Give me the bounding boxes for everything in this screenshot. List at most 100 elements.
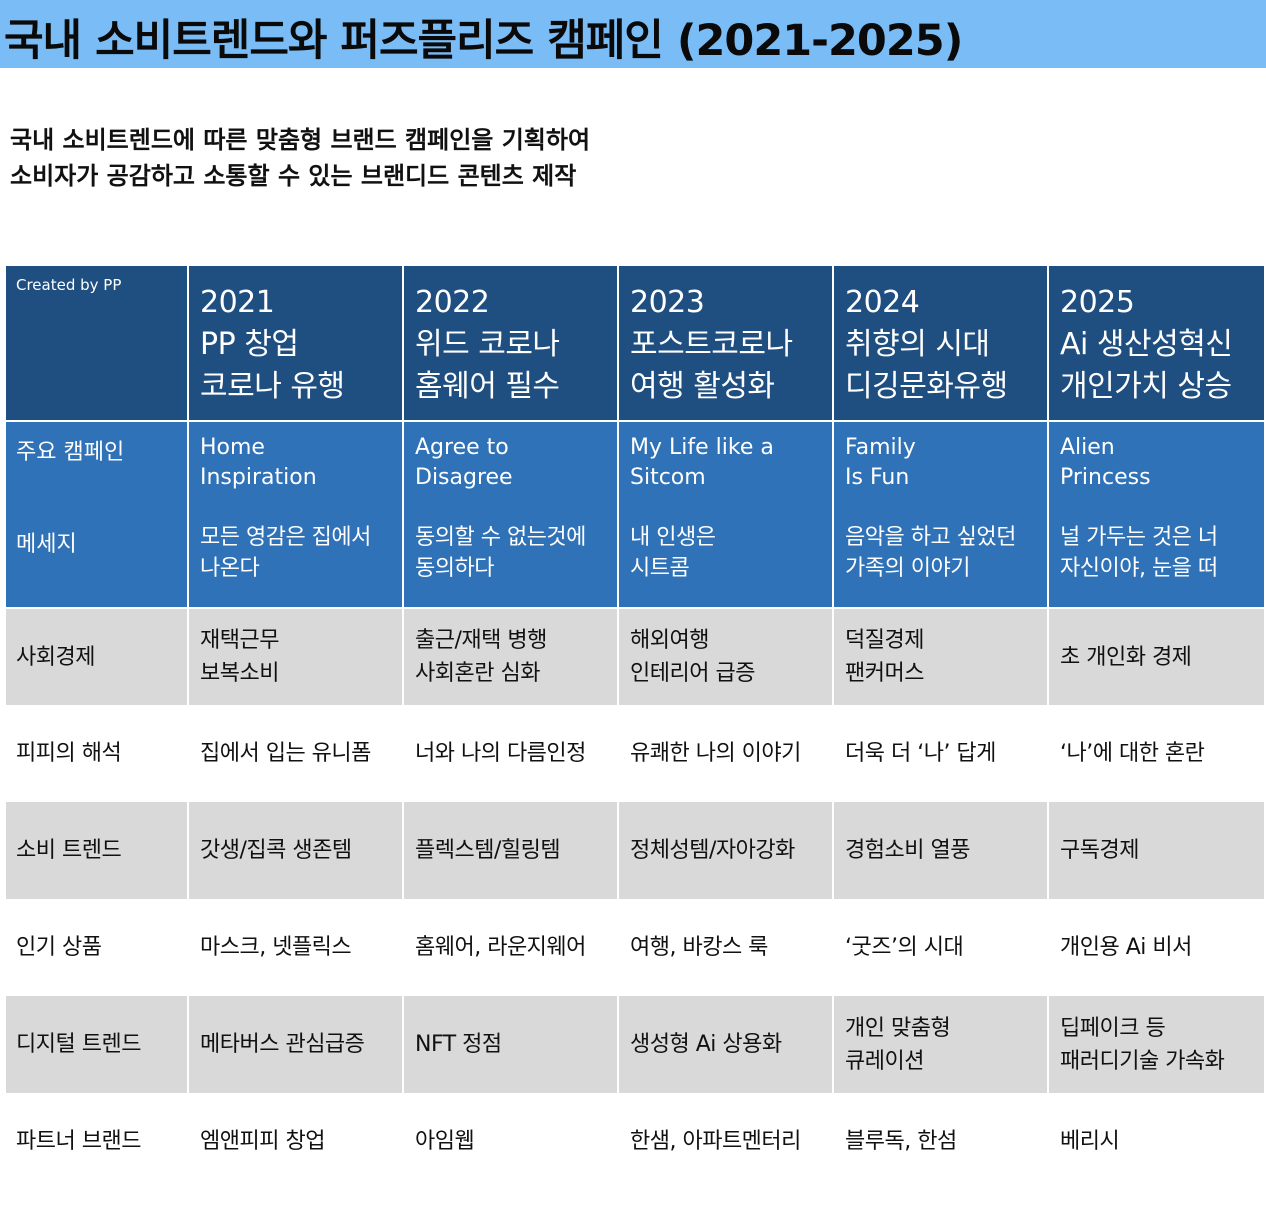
campaign-label: 주요 캠페인 (16, 440, 125, 465)
year-trend: 개인가치 상승 (1060, 369, 1232, 404)
table-cell: 마스크, 넷플릭스 (188, 899, 404, 996)
campaign-message: 널 가두는 것은 너 자신이야, 눈을 떠 (1060, 525, 1218, 581)
table-cell: 개인용 Ai 비서 (1048, 899, 1264, 996)
table-cell: 출근/재택 병행 사회혼란 심화 (403, 608, 619, 705)
table-cell: 딥페이크 등 패러디기술 가속화 (1048, 996, 1264, 1093)
year-header-2021: 2021 PP 창업 코로나 유행 (188, 266, 404, 422)
cell-text: ‘굿즈’의 시대 (845, 935, 964, 960)
cell-text: 마스크, 넷플릭스 (200, 935, 352, 960)
cell-text: 개인 맞춤형 큐레이션 (845, 1015, 951, 1074)
campaign-name: My Life like a Sitcom (630, 435, 774, 490)
row-label-cell: 파트너 브랜드 (6, 1093, 189, 1190)
table-cell: 해외여행 인테리어 급증 (618, 608, 834, 705)
table-cell: ‘굿즈’의 시대 (833, 899, 1049, 996)
row-label-cell: 인기 상품 (6, 899, 189, 996)
table-cell: 블루독, 한섬 (833, 1093, 1049, 1190)
cell-text: 너와 나의 다름인정 (415, 741, 586, 766)
cell-text: 블루독, 한섬 (845, 1129, 957, 1154)
table-row-digital-trend: 디지털 트렌드 메타버스 관심급증 NFT 정점 생성형 Ai 상용화 개인 맞… (6, 996, 1264, 1093)
table-row-popular-products: 인기 상품 마스크, 넷플릭스 홈웨어, 라운지웨어 여행, 바캉스 룩 ‘굿즈… (6, 899, 1264, 996)
row-label-cell: 피피의 해석 (6, 705, 189, 802)
cell-text: 재택근무 보복소비 (200, 628, 279, 686)
cell-text: ‘나’에 대한 혼란 (1060, 741, 1205, 766)
cell-text: 홈웨어, 라운지웨어 (415, 935, 586, 960)
campaign-message: 내 인생은 시트콤 (630, 525, 716, 581)
table-cell: 덕질경제 팬커머스 (833, 608, 1049, 705)
year-trend: 여행 활성화 (630, 369, 775, 404)
table-cell: ‘나’에 대한 혼란 (1048, 705, 1264, 802)
campaign-message: 모든 영감은 집에서 나온다 (200, 525, 371, 581)
cell-text: 초 개인화 경제 (1060, 644, 1192, 670)
table-row-consumer-trend: 소비 트렌드 갓생/집콕 생존템 플렉스템/힐링템 정체성템/자아강화 경험소비… (6, 802, 1264, 899)
cell-text: 더욱 더 ‘나’ 답게 (845, 741, 996, 766)
cell-text: 집에서 입는 유니폼 (200, 741, 371, 766)
row-label: 디지털 트렌드 (16, 1032, 141, 1057)
cell-text: 유쾌한 나의 이야기 (630, 741, 801, 766)
table-cell: 플렉스템/힐링템 (403, 802, 619, 899)
row-label: 인기 상품 (16, 935, 102, 960)
table-cell: 경험소비 열풍 (833, 802, 1049, 899)
campaign-name: Home Inspiration (200, 435, 317, 490)
year-event: PP 창업 (200, 327, 299, 362)
cell-text: 해외여행 인테리어 급증 (630, 628, 755, 686)
page-title: 국내 소비트렌드와 퍼즈플리즈 캠페인 (2021-2025) (4, 16, 963, 66)
cell-text: NFT 정점 (415, 1032, 502, 1057)
table-cell: 홈웨어, 라운지웨어 (403, 899, 619, 996)
table-cell: 구독경제 (1048, 802, 1264, 899)
year-label: 2021 (200, 285, 275, 320)
year-trend: 디깅문화유행 (845, 369, 1008, 404)
year-event: 위드 코로나 (415, 327, 560, 362)
campaign-message: 동의할 수 없는것에 동의하다 (415, 525, 586, 581)
created-by-label: Created by PP (6, 266, 189, 422)
table-row-socioeconomic: 사회경제 재택근무 보복소비 출근/재택 병행 사회혼란 심화 해외여행 인테리… (6, 608, 1264, 705)
year-label: 2024 (845, 285, 920, 320)
campaign-cell: Agree to Disagree 동의할 수 없는것에 동의하다 (403, 421, 619, 609)
cell-text: 구독경제 (1060, 838, 1139, 863)
year-event: Ai 생산성혁신 (1060, 327, 1233, 362)
table-cell: 초 개인화 경제 (1048, 608, 1264, 705)
table-cell: 더욱 더 ‘나’ 답게 (833, 705, 1049, 802)
table-cell: 메타버스 관심급증 (188, 996, 404, 1093)
cell-text: 한샘, 아파트멘터리 (630, 1129, 801, 1154)
year-header-2023: 2023 포스트코로나 여행 활성화 (618, 266, 834, 422)
cell-text: 플렉스템/힐링템 (415, 838, 561, 863)
cell-text: 정체성템/자아강화 (630, 838, 795, 863)
year-header-2022: 2022 위드 코로나 홈웨어 필수 (403, 266, 619, 422)
table-cell: 유쾌한 나의 이야기 (618, 705, 834, 802)
table-cell: 엠앤피피 창업 (188, 1093, 404, 1190)
table-row-partner-brand: 파트너 브랜드 엠앤피피 창업 아임웹 한샘, 아파트멘터리 블루독, 한섬 베… (6, 1093, 1264, 1190)
row-label: 피피의 해석 (16, 741, 122, 766)
cell-text: 여행, 바캉스 룩 (630, 935, 768, 960)
year-label: 2022 (415, 285, 490, 320)
campaign-cell: Family Is Fun 음악을 하고 싶었던 가족의 이야기 (833, 421, 1049, 609)
message-label: 메세지 (16, 532, 77, 557)
campaign-name: Alien Princess (1060, 435, 1151, 490)
table-cell: 정체성템/자아강화 (618, 802, 834, 899)
cell-text: 덕질경제 팬커머스 (845, 628, 924, 686)
table-cell: 너와 나의 다름인정 (403, 705, 619, 802)
campaign-cell: My Life like a Sitcom 내 인생은 시트콤 (618, 421, 834, 609)
table-cell: 아임웹 (403, 1093, 619, 1190)
year-label: 2023 (630, 285, 705, 320)
year-event: 취향의 시대 (845, 327, 990, 362)
table-row-interpretation: 피피의 해석 집에서 입는 유니폼 너와 나의 다름인정 유쾌한 나의 이야기 … (6, 705, 1264, 802)
cell-text: 갓생/집콕 생존템 (200, 838, 352, 863)
year-label: 2025 (1060, 285, 1135, 320)
row-label: 파트너 브랜드 (16, 1129, 141, 1154)
table-cell: 한샘, 아파트멘터리 (618, 1093, 834, 1190)
campaign-name: Family Is Fun (845, 435, 916, 490)
cell-text: 메타버스 관심급증 (200, 1032, 365, 1057)
cell-text: 경험소비 열풍 (845, 838, 970, 863)
cell-text: 개인용 Ai 비서 (1060, 935, 1192, 960)
table-cell: 개인 맞춤형 큐레이션 (833, 996, 1049, 1093)
campaign-cell: Alien Princess 널 가두는 것은 너 자신이야, 눈을 떠 (1048, 421, 1264, 609)
cell-text: 아임웹 (415, 1129, 475, 1154)
campaign-row: 주요 캠페인 메세지 Home Inspiration 모든 영감은 집에서 나온… (6, 421, 1264, 609)
row-label-cell: 사회경제 (6, 608, 189, 705)
table-cell: 재택근무 보복소비 (188, 608, 404, 705)
table-cell: 여행, 바캉스 룩 (618, 899, 834, 996)
row-label-cell: 디지털 트렌드 (6, 996, 189, 1093)
table-cell: 갓생/집콕 생존템 (188, 802, 404, 899)
row-label: 사회경제 (16, 644, 95, 670)
